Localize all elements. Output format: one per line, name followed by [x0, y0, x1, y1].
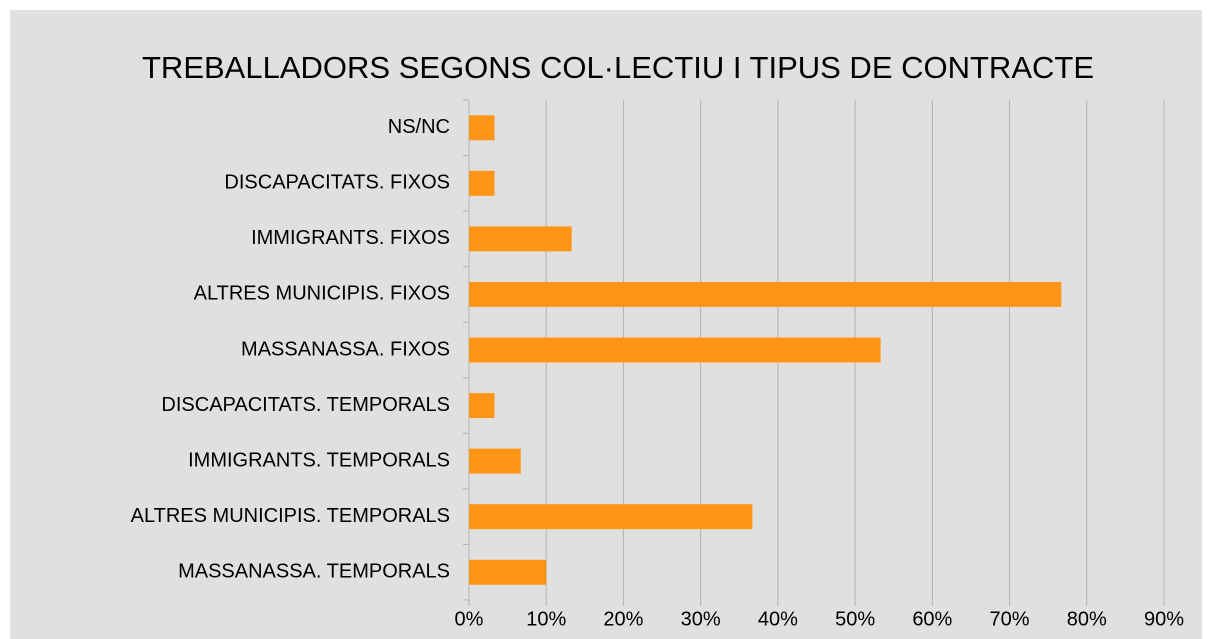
x-tick-label: 20%	[603, 608, 643, 630]
y-tick-label: DISCAPACITATS. TEMPORALS	[161, 394, 450, 416]
x-tick-label: 50%	[835, 608, 875, 630]
bar	[469, 337, 881, 363]
bar	[469, 226, 572, 252]
x-tick-label: 40%	[758, 608, 798, 630]
x-tick-label: 80%	[1067, 608, 1107, 630]
y-tick-label: IMMIGRANTS. TEMPORALS	[188, 449, 450, 471]
y-tick-label: DISCAPACITATS. FIXOS	[224, 172, 450, 194]
y-tick-label: IMMIGRANTS. FIXOS	[251, 227, 450, 249]
x-tick-label: 60%	[912, 608, 952, 630]
y-tick-label: MASSANASSA. FIXOS	[241, 338, 450, 360]
x-tick-label: 90%	[1144, 608, 1184, 630]
bar	[469, 504, 753, 530]
x-tick-label: 0%	[455, 608, 484, 630]
x-tick-label: 10%	[526, 608, 566, 630]
bar	[469, 115, 495, 141]
y-tick-label: NS/NC	[388, 116, 450, 138]
bar	[469, 281, 1062, 307]
y-tick-label: ALTRES MUNICIPIS. TEMPORALS	[131, 505, 450, 527]
y-tick-label: MASSANASSA. TEMPORALS	[178, 561, 450, 583]
x-tick-label: 70%	[990, 608, 1030, 630]
bar	[469, 393, 495, 419]
chart-title: TREBALLADORS SEGONS COL·LECTIU I TIPUS D…	[142, 50, 1094, 85]
x-tick-label: 30%	[681, 608, 721, 630]
bar	[469, 448, 521, 474]
bar	[469, 170, 495, 196]
y-tick-label: ALTRES MUNICIPIS. FIXOS	[194, 283, 450, 305]
chart-background	[10, 10, 1202, 639]
bar	[469, 559, 547, 585]
